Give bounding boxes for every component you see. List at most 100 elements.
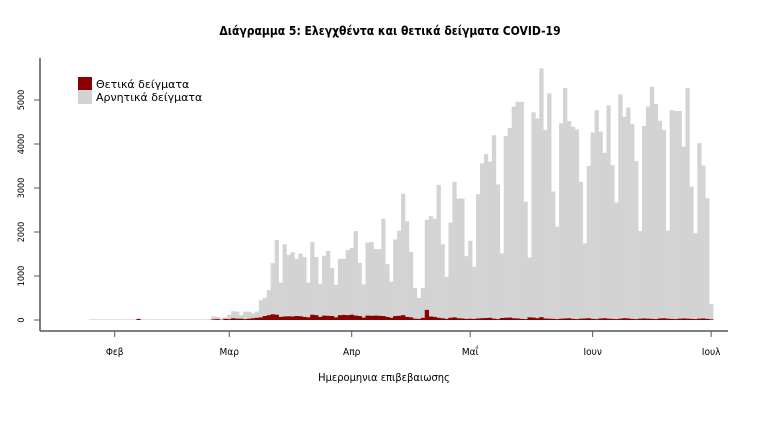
- y-tick-label: 2000: [17, 222, 27, 243]
- positive-bar: [314, 315, 319, 320]
- positive-bar: [566, 318, 572, 320]
- negative-bar: [507, 128, 512, 320]
- positive-bar: [468, 318, 473, 320]
- negative-bar: [649, 86, 655, 320]
- negative-bar: [349, 247, 354, 320]
- positive-bar: [408, 317, 414, 320]
- positive-bar: [657, 318, 663, 320]
- negative-bar: [523, 201, 528, 320]
- x-tick-label: Μαΐ: [462, 344, 479, 358]
- positive-bar: [460, 318, 465, 320]
- positive-bar: [634, 319, 639, 320]
- negative-bar: [357, 262, 362, 320]
- positive-bar: [503, 317, 508, 320]
- negative-bar: [440, 244, 445, 320]
- legend-label-positive: Θετικά δείγματα: [96, 78, 189, 91]
- positive-bar: [484, 318, 489, 320]
- positive-bar: [559, 318, 564, 320]
- negative-bar: [424, 219, 429, 320]
- negative-bar: [191, 319, 196, 320]
- negative-bar: [634, 161, 639, 320]
- legend-swatch-negative: [78, 90, 92, 104]
- positive-bar: [377, 315, 382, 320]
- negative-bar: [645, 106, 651, 320]
- y-tick-label: 5000: [17, 90, 27, 111]
- negative-bar: [389, 281, 394, 320]
- positive-bar: [480, 318, 485, 320]
- negative-bar: [590, 132, 595, 320]
- negative-bar: [405, 221, 410, 320]
- negative-bar: [361, 284, 366, 320]
- positive-bars: [136, 309, 714, 320]
- positive-bar: [539, 317, 544, 320]
- negative-bar: [314, 257, 319, 320]
- negative-bar: [626, 107, 631, 320]
- positive-bar: [456, 318, 461, 320]
- negative-bar: [448, 222, 453, 320]
- negative-bar: [468, 240, 473, 320]
- negative-bar: [250, 313, 256, 320]
- negative-bar: [701, 165, 706, 320]
- negative-bar: [669, 110, 674, 321]
- negative-bar: [199, 319, 204, 320]
- negative-bar: [491, 135, 497, 320]
- negative-bars: [89, 68, 714, 321]
- negative-bar: [594, 110, 599, 321]
- x-tick-label: Ιουν: [583, 347, 601, 358]
- negative-bar: [254, 311, 260, 320]
- positive-bar: [306, 317, 311, 320]
- x-tick-label: Μαρ: [220, 347, 240, 358]
- positive-bar: [448, 317, 453, 320]
- negative-bar: [464, 256, 469, 320]
- negative-bar: [207, 319, 212, 320]
- negative-bar: [160, 319, 165, 320]
- negative-bar: [156, 319, 161, 320]
- positive-bar: [602, 318, 607, 320]
- positive-bar: [136, 318, 141, 320]
- positive-bar: [247, 318, 252, 320]
- positive-bar: [326, 315, 331, 320]
- positive-bar: [401, 315, 406, 320]
- negative-bar: [353, 231, 358, 320]
- negative-bar: [709, 304, 714, 320]
- negative-bar: [606, 105, 611, 320]
- negative-bar: [164, 319, 169, 320]
- positive-bar: [598, 318, 603, 320]
- positive-bar: [594, 319, 599, 320]
- negative-bar: [132, 319, 137, 320]
- negative-bar: [219, 318, 224, 320]
- negative-bar: [128, 319, 133, 320]
- negative-bar: [175, 319, 181, 320]
- negative-bar: [503, 136, 508, 320]
- negative-bar: [148, 319, 153, 320]
- positive-bar: [239, 318, 244, 320]
- negative-bar: [215, 316, 220, 320]
- positive-bar: [464, 318, 469, 320]
- positive-bar: [606, 318, 611, 320]
- negative-bar: [511, 106, 516, 320]
- negative-bar: [685, 88, 690, 321]
- negative-bar: [89, 319, 94, 320]
- negative-bar: [120, 319, 125, 320]
- negative-bar: [385, 264, 390, 320]
- negative-bar: [582, 243, 587, 320]
- positive-bar: [578, 318, 584, 320]
- negative-bar: [171, 319, 177, 320]
- negative-bar: [495, 184, 501, 320]
- positive-bar: [436, 317, 441, 320]
- positive-bar: [638, 318, 643, 320]
- positive-bar: [318, 316, 323, 320]
- negative-bar: [555, 226, 560, 320]
- positive-bar: [215, 319, 220, 320]
- negative-bar: [657, 120, 663, 321]
- positive-bar: [677, 318, 682, 320]
- positive-bar: [547, 318, 552, 320]
- negative-bar: [168, 319, 173, 320]
- negative-bar: [310, 242, 315, 320]
- positive-bar: [341, 314, 347, 320]
- positive-bar: [393, 316, 398, 320]
- positive-bar: [515, 318, 520, 320]
- negative-bar: [653, 103, 659, 321]
- positive-bar: [685, 318, 690, 320]
